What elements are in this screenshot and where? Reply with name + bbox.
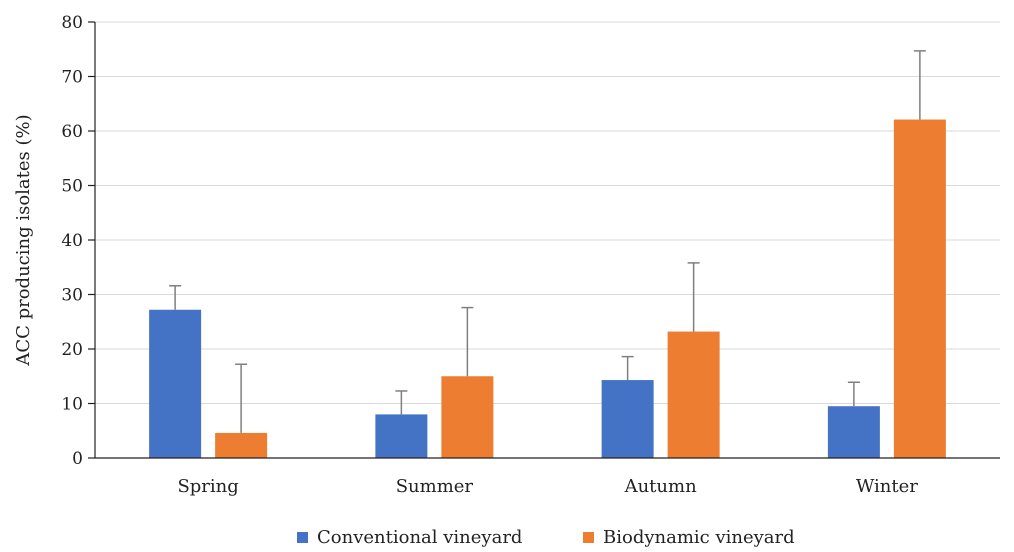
axes [94, 22, 1000, 459]
y-tick-labels: 0 10 20 30 40 50 60 70 80 [61, 13, 83, 469]
bar-biodynamic-vineyard-spring [215, 432, 268, 458]
bar-biodynamic-vineyard-summer [441, 376, 494, 458]
x-category-label: Spring [177, 476, 238, 497]
y-tick-label: 80 [61, 13, 83, 33]
legend-swatch-biodynamic-vineyard [583, 532, 594, 543]
bar-biodynamic-vineyard-winter [893, 119, 946, 459]
y-tick-label: 70 [61, 68, 83, 88]
y-tick-label: 20 [61, 340, 83, 360]
bar-conventional-vineyard-winter [827, 406, 880, 458]
x-category-labels: Spring Summer Autumn Winter [177, 476, 918, 497]
error-bars-group [169, 50, 926, 433]
x-category-label: Summer [396, 476, 474, 497]
bar-conventional-vineyard-summer [375, 414, 428, 458]
y-tick-label: 0 [72, 449, 83, 469]
x-category-label: Autumn [624, 476, 697, 497]
y-tick-label: 40 [61, 231, 83, 251]
bar-biodynamic-vineyard-autumn [667, 331, 720, 458]
y-tick-label: 30 [61, 286, 83, 306]
legend-swatch-conventional-vineyard [297, 532, 308, 543]
bar-conventional-vineyard-autumn [601, 380, 654, 458]
y-axis-label: ACC producing isolates (%) [13, 114, 34, 366]
bar-conventional-vineyard-spring [149, 309, 202, 458]
legend-label: Conventional vineyard [317, 527, 522, 548]
y-tick-label: 50 [61, 177, 83, 197]
bars-group [149, 119, 946, 459]
gridlines [88, 21, 1000, 459]
x-category-label: Winter [856, 476, 918, 497]
legend: Conventional vineyard Biodynamic vineyard [297, 527, 795, 548]
y-tick-label: 10 [61, 395, 83, 415]
y-tick-label: 60 [61, 122, 83, 142]
legend-label: Biodynamic vineyard [603, 527, 795, 548]
